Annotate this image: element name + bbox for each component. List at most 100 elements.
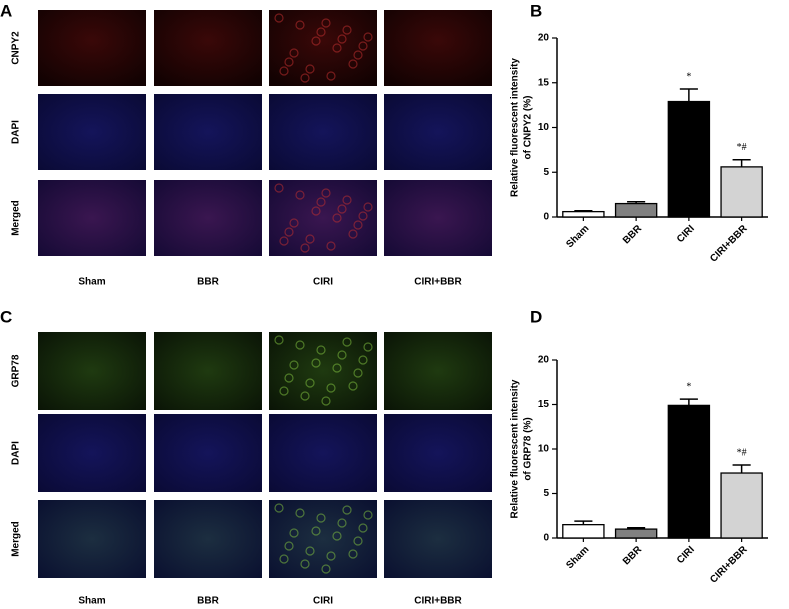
y-tick-label: 20 <box>538 33 550 44</box>
cell-signal <box>332 43 342 53</box>
cell-signal <box>279 236 289 246</box>
cell-signal <box>358 211 368 221</box>
cell-signal <box>284 541 294 551</box>
cell-signal <box>311 206 321 216</box>
cell-signal <box>289 218 299 228</box>
x-tick-label: CIRI <box>675 544 697 566</box>
cell-signal <box>358 523 368 533</box>
micrograph <box>384 414 492 492</box>
bar <box>614 528 658 539</box>
y-tick-label: 5 <box>543 488 549 499</box>
cell-signal <box>305 546 315 556</box>
y-tick-label: 0 <box>543 533 549 544</box>
cell-signal <box>353 536 363 546</box>
micrograph <box>154 500 262 578</box>
cell-signal <box>274 13 284 23</box>
column-label: CIRI+BBR <box>414 277 462 288</box>
cell-signal <box>353 368 363 378</box>
column-label: CIRI <box>313 596 333 607</box>
micrograph <box>38 10 146 86</box>
micrograph <box>384 180 492 256</box>
y-tick-label: 15 <box>538 77 550 88</box>
y-tick-label: 20 <box>538 355 550 366</box>
cell-signal <box>295 190 305 200</box>
cell-signal <box>332 531 342 541</box>
y-axis-label: Relative fluorescent intensity <box>510 58 521 197</box>
cell-signal <box>300 559 310 569</box>
micrograph <box>154 10 262 86</box>
y-tick-label: 10 <box>538 122 550 133</box>
row-label: CNPY2 <box>11 31 22 65</box>
x-tick-label: BBR <box>621 223 645 247</box>
column-label: BBR <box>197 596 219 607</box>
cell-signal <box>305 234 315 244</box>
cell-signal <box>284 57 294 67</box>
micrograph <box>269 332 377 410</box>
cell-signal <box>342 195 352 205</box>
bar <box>720 472 763 539</box>
cell-signal <box>289 48 299 58</box>
cell-signal <box>274 183 284 193</box>
x-tick-label: CIRI+BBR <box>708 544 750 586</box>
column-label: CIRI <box>313 277 333 288</box>
cell-signal <box>353 220 363 230</box>
significance-mark: *# <box>737 447 747 458</box>
micrograph <box>269 414 377 492</box>
panel-label: C <box>0 307 12 326</box>
panel-label: A <box>0 1 12 20</box>
row-label: DAPI <box>11 120 22 144</box>
micrograph <box>38 414 146 492</box>
cell-signal <box>337 34 347 44</box>
cell-signal <box>326 241 336 251</box>
cell-signal <box>363 32 373 42</box>
micrograph <box>154 332 262 410</box>
column-label: Sham <box>78 277 105 288</box>
cell-signal <box>274 503 284 513</box>
cell-signal <box>279 386 289 396</box>
row-label: Merged <box>11 200 22 236</box>
micrograph <box>38 94 146 170</box>
cell-signal <box>295 508 305 518</box>
micrograph <box>269 500 377 578</box>
micrograph <box>38 500 146 578</box>
bar <box>667 404 711 539</box>
y-tick-label: 0 <box>543 212 549 223</box>
x-tick-label: CIRI+BBR <box>708 223 750 265</box>
cell-signal <box>316 197 326 207</box>
row-label: GRP78 <box>11 354 22 387</box>
cell-signal <box>316 513 326 523</box>
cell-signal <box>305 64 315 74</box>
y-tick-label: 10 <box>538 444 550 455</box>
cell-signal <box>279 554 289 564</box>
y-axis-label: of CNPY2 (%) <box>523 96 534 160</box>
y-tick-label: 15 <box>538 399 550 410</box>
micrograph <box>38 180 146 256</box>
cell-signal <box>348 549 358 559</box>
row-label: Merged <box>11 521 22 557</box>
cell-signal <box>332 213 342 223</box>
cell-signal <box>342 25 352 35</box>
cell-signal <box>311 36 321 46</box>
cell-signal <box>300 391 310 401</box>
cell-signal <box>337 204 347 214</box>
cell-signal <box>305 378 315 388</box>
panel-label: D <box>530 307 542 326</box>
cell-signal <box>289 360 299 370</box>
cell-signal <box>300 73 310 83</box>
micrograph <box>269 94 377 170</box>
cell-signal <box>321 18 331 28</box>
y-axis-label: Relative fluorescent intensity <box>510 379 521 518</box>
cell-signal <box>326 551 336 561</box>
cell-signal <box>300 243 310 253</box>
cell-signal <box>311 358 321 368</box>
cell-signal <box>332 363 342 373</box>
bar <box>720 166 763 218</box>
cell-signal <box>295 20 305 30</box>
x-tick-label: Sham <box>564 544 591 571</box>
micrograph <box>384 94 492 170</box>
cell-signal <box>321 564 331 574</box>
micrograph <box>384 10 492 86</box>
cell-signal <box>353 50 363 60</box>
bar <box>614 202 658 218</box>
